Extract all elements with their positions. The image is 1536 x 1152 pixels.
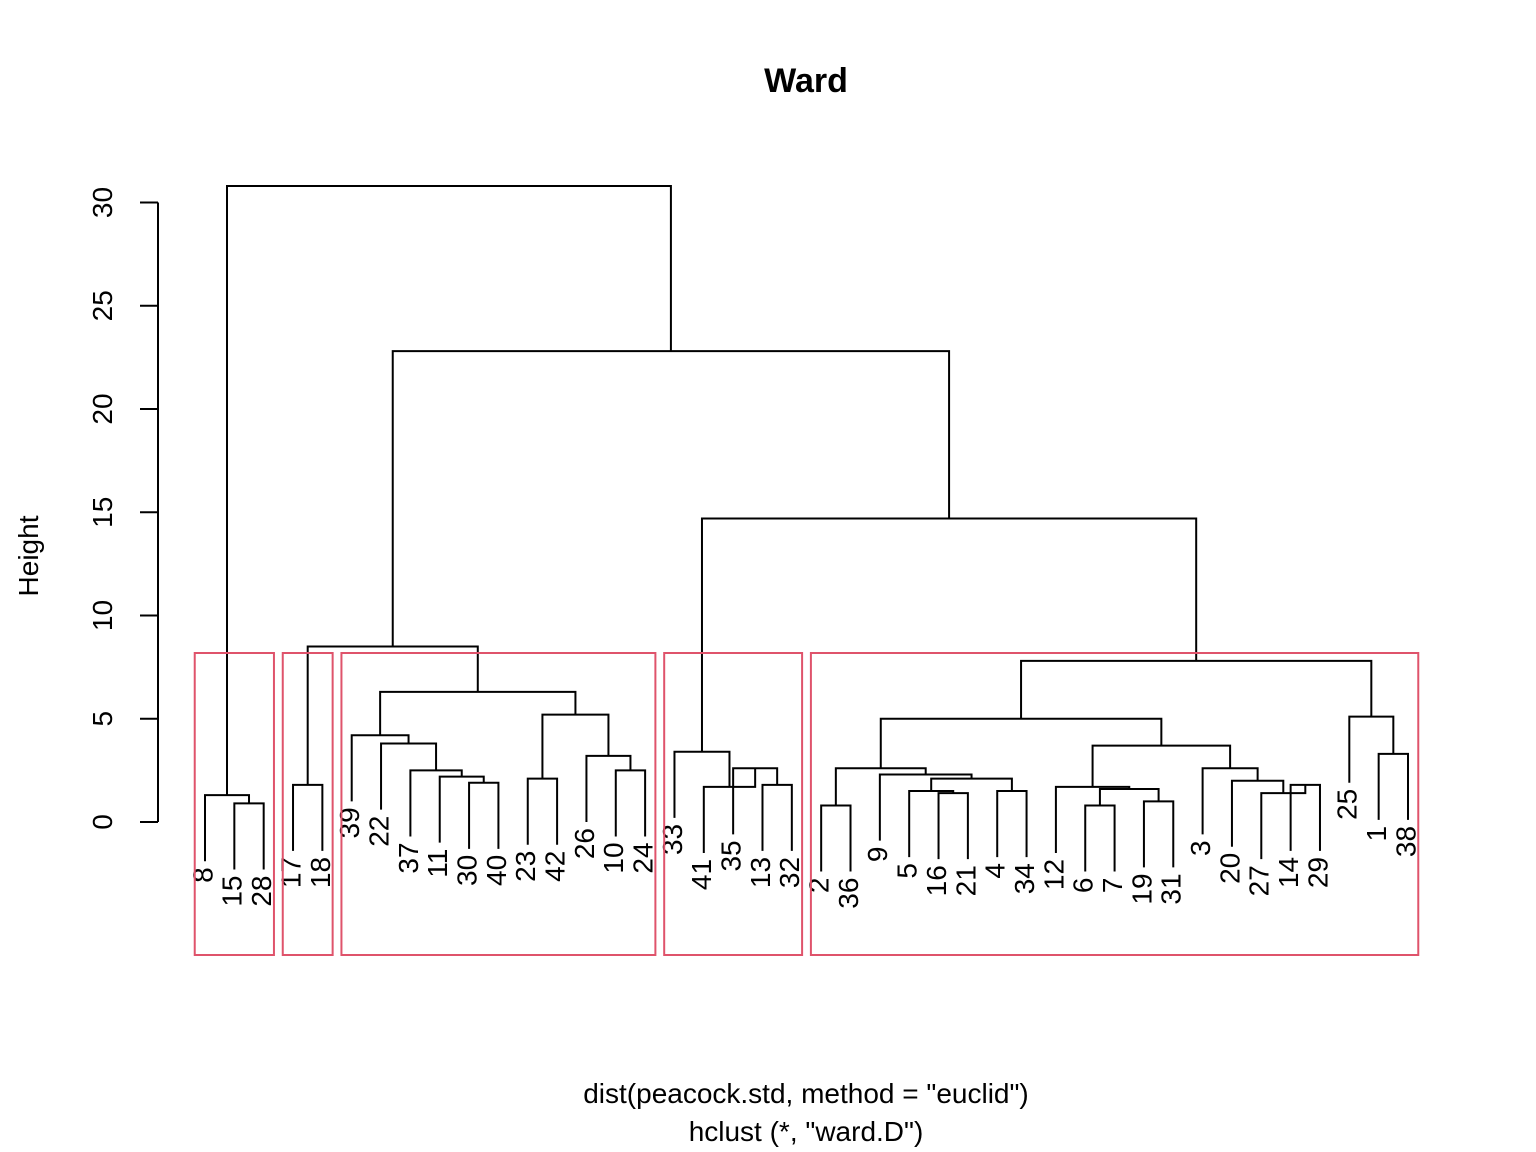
method-sublabel: hclust (*, "ward.D") [689,1116,924,1147]
dendrogram-merge [391,350,951,647]
y-tick-label: 10 [87,600,118,631]
y-tick-label: 20 [87,393,118,424]
leaf-label: 41 [686,859,717,890]
leaf-label: 25 [1332,789,1363,820]
dendrogram-tree [204,184,1409,872]
leaf-label: 37 [393,842,424,873]
dendrogram-merge [1054,785,1131,853]
leaf-label: 16 [921,865,952,896]
leaf-label: 35 [716,840,747,871]
leaf-label: 26 [569,828,600,859]
y-tick-label: 5 [87,711,118,727]
dendrogram-merge [879,717,1163,769]
dendrogram-merge [1289,783,1321,851]
leaf-label: 31 [1156,873,1187,904]
dendrogram-merge [1142,800,1175,868]
cluster-box [663,652,804,956]
y-tick-label: 30 [87,187,118,218]
leaf-label: 42 [539,851,570,882]
leaf-label: 19 [1126,873,1157,904]
dendrogram-merge [438,775,485,843]
dendrogram-merge [1020,659,1373,719]
dendrogram-merge [820,804,852,872]
y-axis: 0 5 10 15 20 25 30 [87,187,159,830]
leaf-label: 29 [1302,857,1333,888]
leaf-label: 7 [1097,878,1128,894]
dendrogram-merge [233,802,265,870]
leaf-label: 33 [657,824,688,855]
dendrogram-merge [1091,744,1232,787]
leaf-label: 4 [980,863,1011,879]
dendrogram-merge [1348,715,1395,783]
dendrogram-merge [673,750,731,818]
dendrogram-merge [526,777,559,845]
cluster-box [809,652,1420,956]
leaf-label: 40 [481,855,512,886]
dendrogram-merge [614,769,647,837]
leaf-label: 6 [1068,878,1099,894]
leaf-label: 14 [1273,857,1304,888]
dendrogram-merge [878,773,973,841]
leaf-label: 27 [1244,865,1275,896]
leaf-label: 10 [598,842,629,873]
leaf-label: 15 [217,875,248,906]
y-tick-label: 0 [87,814,118,830]
cluster-box [281,652,334,956]
leaf-label: 22 [363,816,394,847]
dendrogram-merge [1098,787,1160,806]
dendrogram-merge [541,713,610,779]
leaf-label: 30 [451,855,482,886]
y-tick-label: 25 [87,290,118,321]
leaf-label: 5 [892,863,923,879]
leaf-label: 13 [745,857,776,888]
cluster-box [193,652,275,956]
leaf-label: 34 [1009,863,1040,894]
dendrogram-merge [409,769,463,837]
dendrogram-merge [1084,804,1116,872]
dendrogram-merge [937,792,969,860]
dendrogram-merge [1377,752,1409,820]
leaf-label: 24 [628,842,659,873]
dendrogram-merge [996,790,1028,858]
chart-title: Ward [764,62,848,100]
dendrogram-merge [226,184,672,796]
dendrogram-merge [908,790,955,858]
leaf-label: 1 [1361,826,1392,842]
leaf-label: 18 [305,857,336,888]
cluster-boxes [193,652,1420,956]
leaf-label: 17 [275,857,306,888]
leaf-label: 32 [774,857,805,888]
y-axis-title: Height [13,515,44,596]
leaf-label: 36 [833,878,864,909]
leaf-labels: 8152817183922371130402342261024334135133… [187,789,1421,909]
leaf-label: 21 [950,865,981,896]
dendrogram-merge [1260,784,1307,860]
cluster-box [340,652,657,956]
dendrogram-merge [585,754,632,822]
dendrogram-merge [379,690,577,736]
leaf-label: 8 [187,867,218,883]
leaf-label: 12 [1038,859,1069,890]
dendrogram-merge [292,783,324,851]
leaf-label: 23 [510,851,541,882]
leaf-label: 3 [1185,840,1216,856]
leaf-label: 9 [862,847,893,863]
dendrogram-merge [1230,779,1285,847]
leaf-label: 38 [1390,826,1421,857]
dendrogram-merge [380,742,438,810]
dendrogram-merge [1201,767,1259,835]
dendrogram-merge [468,781,500,849]
leaf-label: 11 [422,849,453,878]
dendrogram-merge [204,794,251,862]
dendrogram-merge [761,783,793,851]
leaf-label: 20 [1214,853,1245,884]
y-tick-label: 15 [87,497,118,528]
dendrogram-merge [930,777,1013,792]
leaf-label: 39 [334,807,365,838]
leaf-label: 28 [246,875,277,906]
dendrogram-merge [700,517,1198,752]
leaf-label: 2 [804,878,835,894]
x-axis-title: dist(peacock.std, method = "euclid") [583,1078,1029,1109]
